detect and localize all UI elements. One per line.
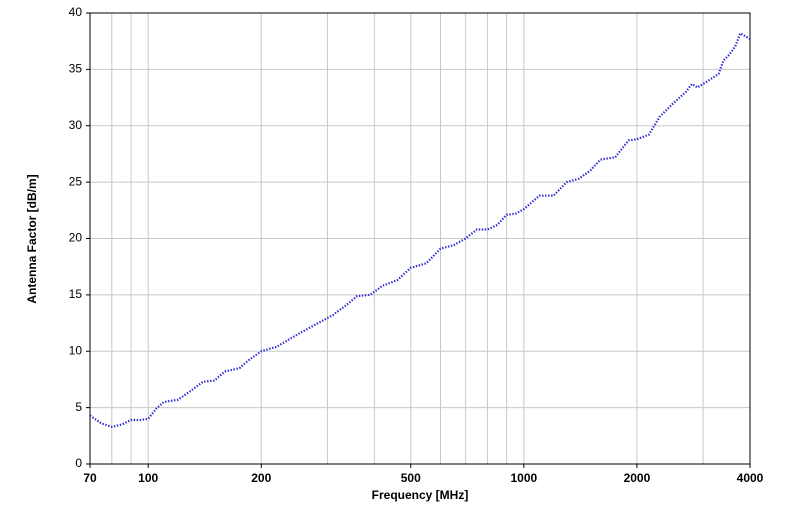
x-axis-label: Frequency [MHz]	[372, 488, 469, 502]
y-tick-label: 40	[69, 5, 83, 19]
x-tick-label: 500	[401, 471, 421, 485]
x-tick-label: 200	[251, 471, 271, 485]
x-tick-label: 2000	[624, 471, 651, 485]
plot-frame	[89, 12, 751, 465]
x-tick-label: 70	[83, 471, 97, 485]
data-line	[89, 31, 751, 428]
y-tick-label: 15	[69, 287, 83, 301]
y-tick-label: 30	[69, 118, 83, 132]
y-axis-label: Antenna Factor [dB/m]	[25, 174, 39, 303]
x-tick-label: 4000	[737, 471, 764, 485]
y-tick-label: 5	[75, 400, 82, 414]
y-tick-label: 20	[69, 231, 83, 245]
y-tick-label: 10	[69, 343, 83, 357]
y-tick-label: 0	[75, 456, 82, 470]
y-tick-label: 25	[69, 174, 83, 188]
x-tick-label: 100	[138, 471, 158, 485]
x-tick-label: 1000	[510, 471, 537, 485]
y-tick-label: 35	[69, 62, 83, 76]
